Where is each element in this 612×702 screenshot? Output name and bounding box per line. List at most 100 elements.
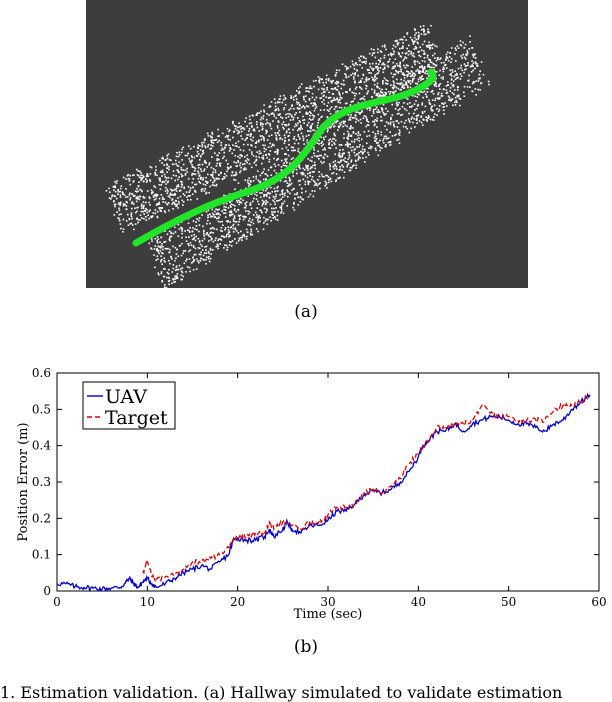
cloud-point-221 — [164, 159, 167, 161]
cloud-point-1244 — [310, 119, 312, 121]
cloud-point-2535 — [170, 231, 172, 234]
cloud-point-2636 — [297, 165, 300, 167]
cloud-point-864 — [426, 54, 429, 57]
cloud-point-3082 — [359, 144, 361, 146]
cloud-point-873 — [196, 198, 199, 200]
cloud-point-1069 — [118, 207, 120, 210]
cloud-point-1474 — [422, 25, 425, 27]
cloud-point-1484 — [323, 109, 326, 111]
cloud-point-573 — [353, 64, 355, 67]
cloud-point-1842 — [185, 236, 187, 238]
cloud-point-2474 — [281, 193, 284, 195]
cloud-point-2216 — [184, 250, 187, 252]
cloud-point-2765 — [270, 219, 272, 222]
cloud-point-2663 — [243, 206, 246, 209]
cloud-point-981 — [119, 204, 121, 206]
cloud-point-1896 — [432, 119, 435, 121]
cloud-point-40 — [136, 174, 139, 176]
cloud-point-758 — [195, 183, 198, 186]
cloud-point-1136 — [145, 178, 147, 180]
cloud-point-261 — [240, 166, 242, 169]
cloud-point-2902 — [368, 134, 371, 137]
cloud-point-1326 — [218, 162, 221, 165]
cloud-point-1740 — [348, 117, 351, 119]
cloud-point-975 — [330, 80, 332, 82]
cloud-point-1843 — [375, 149, 377, 151]
cloud-point-1131 — [281, 123, 283, 126]
cloud-point-841 — [140, 189, 143, 192]
cloud-point-2827 — [469, 41, 471, 43]
cloud-point-2371 — [175, 277, 178, 280]
cloud-point-2049 — [163, 257, 166, 259]
cloud-point-292 — [352, 72, 354, 75]
cloud-point-826 — [128, 194, 131, 196]
cloud-point-2814 — [435, 77, 437, 80]
cloud-point-2690 — [398, 142, 401, 145]
cloud-point-1335 — [125, 188, 127, 190]
cloud-point-3146 — [277, 210, 279, 213]
cloud-point-38 — [265, 132, 267, 135]
cloud-point-564 — [423, 30, 425, 32]
cloud-point-587 — [336, 83, 338, 85]
cloud-point-1573 — [397, 52, 400, 54]
cloud-point-348 — [334, 106, 337, 108]
cloud-point-251 — [222, 157, 224, 159]
cloud-point-705 — [376, 93, 378, 95]
cloud-point-517 — [244, 156, 246, 158]
cloud-point-2117 — [285, 153, 287, 155]
cloud-point-3145 — [449, 73, 451, 76]
cloud-point-1625 — [145, 219, 148, 221]
cloud-point-211 — [172, 163, 175, 166]
cloud-point-1089 — [395, 78, 398, 81]
cloud-point-1383 — [305, 135, 308, 137]
cloud-point-1051 — [397, 65, 399, 67]
cloud-point-128 — [142, 210, 144, 213]
cloud-point-2497 — [156, 247, 158, 250]
cloud-point-2910 — [450, 82, 453, 85]
cloud-point-2700 — [317, 179, 319, 181]
cloud-point-2294 — [191, 230, 194, 232]
cloud-point-1510 — [220, 144, 222, 147]
cloud-point-1147 — [411, 54, 414, 57]
cloud-point-1743 — [461, 57, 463, 59]
cloud-point-1633 — [269, 142, 271, 145]
cloud-point-1403 — [430, 44, 433, 47]
cloud-point-295 — [325, 78, 327, 81]
cloud-point-1816 — [455, 60, 457, 62]
cloud-point-1094 — [218, 135, 220, 137]
cloud-point-769 — [175, 163, 177, 165]
cloud-point-1097 — [252, 136, 255, 139]
cloud-point-638 — [390, 54, 393, 57]
cloud-point-2353 — [436, 114, 438, 116]
cloud-point-3370 — [417, 78, 420, 80]
cloud-point-92 — [146, 179, 148, 182]
cloud-point-2846 — [429, 102, 431, 105]
cloud-point-519 — [197, 164, 200, 166]
cloud-point-3113 — [194, 253, 197, 256]
cloud-point-1301 — [357, 101, 360, 104]
cloud-point-2406 — [396, 126, 399, 128]
cloud-point-1012 — [326, 109, 329, 111]
cloud-point-121 — [296, 90, 298, 92]
cloud-point-3135 — [160, 260, 162, 263]
cloud-point-2347 — [433, 84, 436, 86]
cloud-point-3395 — [311, 166, 313, 169]
cloud-point-3310 — [277, 190, 279, 192]
cloud-point-1704 — [355, 160, 357, 163]
cloud-point-2310 — [416, 122, 418, 124]
cloud-point-2062 — [479, 70, 481, 72]
cloud-point-875 — [134, 207, 136, 209]
cloud-point-2070 — [203, 237, 206, 240]
cloud-point-490 — [385, 93, 388, 95]
cloud-point-1075 — [168, 165, 170, 168]
cloud-point-1983 — [395, 133, 397, 136]
cloud-point-2962 — [345, 161, 348, 163]
cloud-point-79 — [156, 216, 159, 219]
cloud-point-1420 — [179, 189, 182, 192]
cloud-point-2364 — [473, 81, 475, 84]
cloud-point-428 — [212, 181, 214, 184]
cloud-point-1183 — [163, 210, 166, 212]
cloud-point-1623 — [349, 65, 352, 68]
cloud-point-2003 — [279, 193, 281, 196]
